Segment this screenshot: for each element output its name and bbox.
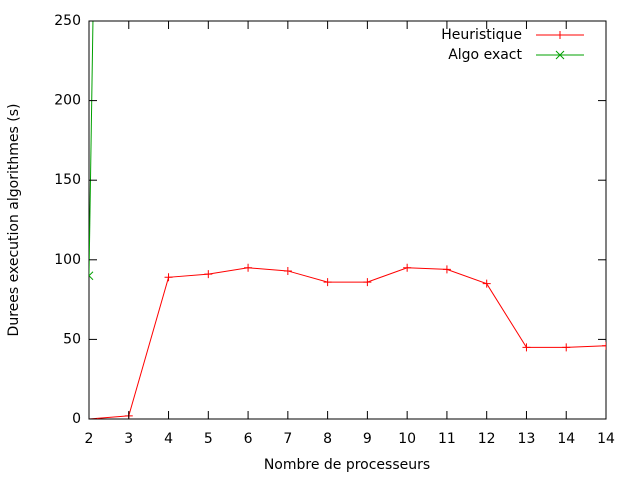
data-point	[602, 341, 606, 350]
series-line	[89, 21, 94, 276]
x-tick-label: 3	[124, 431, 133, 447]
x-tick-label: 5	[204, 431, 213, 447]
plot-area	[89, 21, 606, 419]
y-tick-label: 0	[72, 411, 81, 427]
data-point	[283, 266, 292, 275]
x-tick-label: 6	[244, 431, 253, 447]
y-tick-label: 200	[54, 93, 81, 109]
x-tick-label: 9	[363, 431, 372, 447]
data-point	[403, 263, 412, 272]
x-tick-label: 11	[438, 431, 456, 447]
data-point	[244, 263, 253, 272]
x-tick-label: 4	[164, 431, 173, 447]
y-tick-label: 150	[54, 172, 81, 188]
data-point	[562, 343, 571, 352]
x-tick-label: 2	[85, 431, 94, 447]
x-tick-label: 10	[398, 431, 416, 447]
x-axis-label: Nombre de processeurs	[264, 457, 430, 473]
x-tick-label: 13	[518, 431, 536, 447]
legend-marker	[556, 31, 564, 39]
data-point	[363, 278, 372, 287]
x-tick-label: 8	[323, 431, 332, 447]
plot-frame	[88, 20, 607, 420]
data-point	[89, 271, 94, 281]
x-tick-label: 14	[557, 431, 575, 447]
y-tick-label: 250	[54, 13, 81, 29]
x-tick-label: 12	[478, 431, 496, 447]
data-point	[522, 343, 531, 352]
x-tick-label: 14	[597, 431, 615, 447]
data-point	[204, 270, 213, 279]
legend-label: Heuristique	[441, 27, 522, 43]
y-tick-label: 50	[63, 331, 81, 347]
y-axis-label: Durees execution algorithmes (s)	[6, 104, 22, 337]
data-point	[482, 279, 491, 288]
series-line	[89, 267, 606, 419]
data-point	[164, 273, 173, 282]
legend-label: Algo exact	[448, 47, 522, 63]
data-point	[442, 265, 451, 274]
data-point	[323, 278, 332, 287]
y-tick-label: 100	[54, 252, 81, 268]
legend-marker	[555, 50, 565, 60]
x-tick-label: 7	[283, 431, 292, 447]
